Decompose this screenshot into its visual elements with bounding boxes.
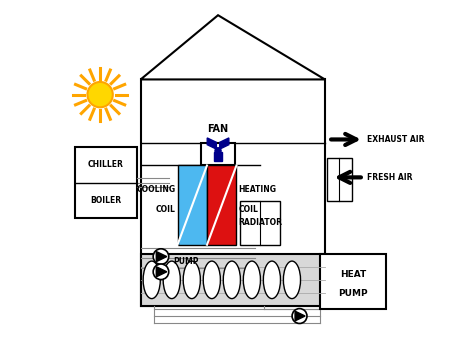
Polygon shape <box>156 267 167 277</box>
Polygon shape <box>295 311 305 321</box>
Ellipse shape <box>183 261 201 298</box>
Text: PUMP: PUMP <box>173 257 198 266</box>
Text: COIL: COIL <box>156 204 176 214</box>
Text: CHILLER: CHILLER <box>88 160 124 169</box>
Bar <box>201 143 235 166</box>
Text: PUMP: PUMP <box>338 289 367 298</box>
Circle shape <box>153 264 169 280</box>
Text: EXHAUST AIR: EXHAUST AIR <box>367 135 425 144</box>
Bar <box>75 147 137 218</box>
Bar <box>177 166 207 245</box>
Circle shape <box>87 82 113 107</box>
Ellipse shape <box>163 261 180 298</box>
Bar <box>320 254 386 309</box>
Ellipse shape <box>283 261 301 298</box>
Text: BOILER: BOILER <box>91 196 122 205</box>
Text: HEAT: HEAT <box>340 270 366 279</box>
Ellipse shape <box>143 261 160 298</box>
Text: COIL: COIL <box>238 204 258 214</box>
Text: HEATING: HEATING <box>238 185 276 194</box>
Text: FRESH AIR: FRESH AIR <box>367 173 413 182</box>
Ellipse shape <box>203 261 220 298</box>
Circle shape <box>153 249 169 264</box>
Ellipse shape <box>223 261 240 298</box>
Bar <box>327 158 352 201</box>
Circle shape <box>215 148 221 154</box>
Polygon shape <box>220 138 229 149</box>
Ellipse shape <box>264 261 281 298</box>
Text: COOLING: COOLING <box>137 185 176 194</box>
Polygon shape <box>214 152 222 161</box>
Polygon shape <box>207 138 216 149</box>
Bar <box>141 79 325 306</box>
Ellipse shape <box>243 261 260 298</box>
Text: RADIATOR: RADIATOR <box>238 218 282 227</box>
Polygon shape <box>156 251 167 262</box>
Bar <box>240 201 280 245</box>
Polygon shape <box>141 15 325 79</box>
Text: FAN: FAN <box>208 124 228 135</box>
Circle shape <box>292 309 307 323</box>
Bar <box>141 254 325 306</box>
Bar <box>207 166 237 245</box>
